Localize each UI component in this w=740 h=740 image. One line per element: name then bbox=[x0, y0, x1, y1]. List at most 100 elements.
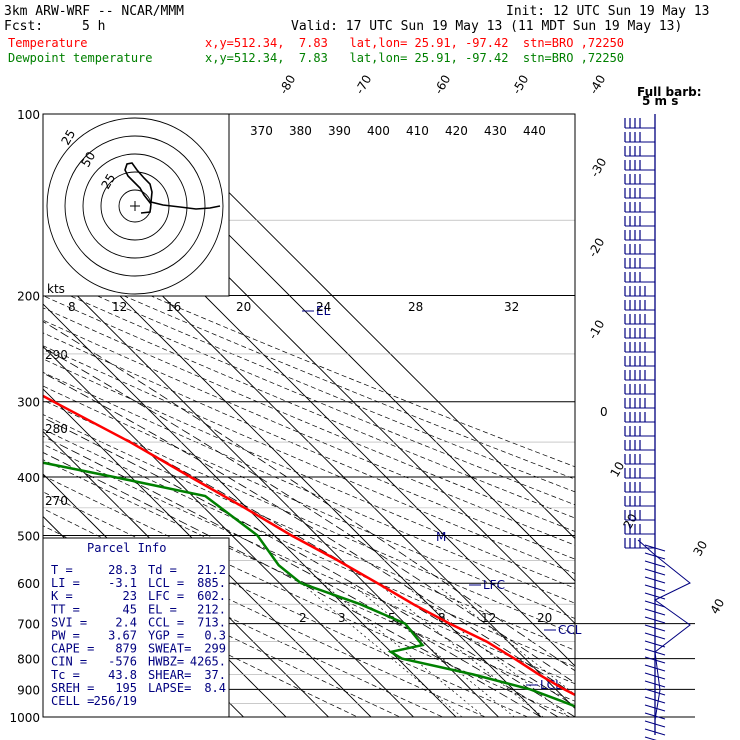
hodograph-units: kts bbox=[47, 282, 65, 296]
wind-barb bbox=[644, 696, 666, 704]
mixing-ratio-label: 3 bbox=[338, 611, 346, 625]
temperature-trace bbox=[43, 394, 575, 697]
parcel-param-label: LI = bbox=[51, 576, 80, 590]
parcel-param-value: 45 bbox=[123, 602, 137, 616]
wind-barb bbox=[644, 712, 666, 720]
wind-barb bbox=[644, 624, 666, 632]
level-marker-label: CCL bbox=[558, 623, 582, 637]
isotherm-label: 30 bbox=[690, 538, 710, 558]
isotherm-label: 40 bbox=[707, 596, 727, 616]
parcel-param-label: SVI = bbox=[51, 615, 87, 629]
speed-tick-label: 16 bbox=[166, 300, 181, 314]
parcel-param-label: HWBZ= bbox=[148, 655, 184, 669]
pressure-label: 1000 bbox=[9, 711, 40, 725]
parcel-param-label: Td = bbox=[148, 563, 177, 577]
theta-label: 400 bbox=[367, 124, 390, 138]
theta-label: 270 bbox=[45, 494, 68, 508]
dry-adiabat-line bbox=[43, 443, 575, 685]
parcel-param-value: 713. bbox=[197, 615, 226, 629]
theta-label: 370 bbox=[250, 124, 273, 138]
temperature-label: Temperature bbox=[8, 36, 88, 50]
parcel-param-label: SREH = bbox=[51, 681, 94, 695]
dry-adiabat-line bbox=[43, 542, 401, 717]
isotherm-line bbox=[43, 133, 575, 667]
pressure-label: 900 bbox=[17, 683, 40, 697]
header-model: 3km ARW-WRF -- NCAR/MMM bbox=[4, 4, 185, 19]
dewpoint-trace bbox=[43, 461, 575, 708]
wind-barb bbox=[644, 680, 666, 688]
dry-adiabat-line bbox=[43, 358, 575, 589]
speed-tick-label: 24 bbox=[316, 300, 331, 314]
hodograph-ring-label: 50 bbox=[78, 149, 98, 169]
isotherm-label: -10 bbox=[585, 318, 607, 342]
isotherm-label: -40 bbox=[586, 73, 608, 97]
theta-label: 280 bbox=[45, 422, 68, 436]
parcel-info-box bbox=[42, 537, 230, 718]
pressure-label: 100 bbox=[17, 108, 40, 122]
hodograph-ring bbox=[64, 135, 206, 277]
wind-barb bbox=[644, 704, 666, 712]
dry-adiabat-line bbox=[43, 260, 575, 480]
isotherm-line bbox=[0, 114, 1, 730]
speed-tick-label: 32 bbox=[504, 300, 519, 314]
hodograph-ring-label: 25 bbox=[58, 127, 78, 147]
mixing-ratio-line bbox=[322, 582, 486, 717]
theta-label: 410 bbox=[406, 124, 429, 138]
isotherm-label: -50 bbox=[509, 73, 531, 97]
parcel-param-value: 256/19 bbox=[94, 694, 137, 708]
barb-legend-title: Full barb: bbox=[637, 85, 702, 99]
wind-barb bbox=[637, 539, 691, 721]
pressure-label: 300 bbox=[17, 396, 40, 410]
parcel-param-label: Tc = bbox=[51, 668, 80, 682]
plot-frame bbox=[42, 113, 576, 718]
parcel-param-label: SWEAT= bbox=[148, 642, 191, 656]
wind-barb bbox=[644, 640, 666, 648]
wind-barb bbox=[644, 656, 666, 664]
dry-adiabat-line bbox=[43, 283, 575, 506]
isotherm-line bbox=[150, 114, 575, 540]
isotherm-line bbox=[107, 114, 575, 582]
isotherm-label: -60 bbox=[431, 73, 453, 97]
parcel-param-value: -3.1 bbox=[108, 576, 137, 590]
barb-legend-value: 5 m s bbox=[642, 94, 678, 108]
isotherm-line bbox=[43, 175, 575, 710]
parcel-param-value: 212. bbox=[197, 602, 226, 616]
mixing-ratio-line bbox=[377, 582, 544, 717]
theta-label: 420 bbox=[445, 124, 468, 138]
parcel-param-value: 8.4 bbox=[204, 681, 226, 695]
speed-tick-label: 8 bbox=[68, 300, 76, 314]
parcel-param-label: SHEAR= bbox=[148, 668, 191, 682]
speed-tick-label: 20 bbox=[236, 300, 251, 314]
isotherm-line bbox=[43, 260, 500, 717]
header-valid: Valid: 17 UTC Sun 19 May 13 (11 MDT Sun … bbox=[291, 19, 683, 34]
temperature-info: x,y=512.34, 7.83 lat,lon= 25.91, -97.42 … bbox=[205, 36, 625, 50]
header-init: Init: 12 UTC Sun 19 May 13 bbox=[506, 4, 710, 19]
mixing-ratio-label: 12 bbox=[481, 611, 496, 625]
dry-adiabat-line bbox=[43, 295, 575, 519]
isotherm-line bbox=[43, 345, 415, 717]
pressure-label: 600 bbox=[17, 577, 40, 591]
isotherm-label: 0 bbox=[600, 405, 608, 419]
wind-barb bbox=[644, 664, 666, 672]
speed-tick-label: 28 bbox=[408, 300, 423, 314]
parcel-param-label: EL = bbox=[148, 602, 177, 616]
wind-barb bbox=[644, 608, 666, 616]
wind-barb bbox=[644, 728, 666, 736]
parcel-info-title: Parcel Info bbox=[87, 541, 166, 555]
parcel-param-label: CELL = bbox=[51, 694, 94, 708]
dry-adiabat-line bbox=[43, 414, 575, 651]
wind-barb bbox=[644, 560, 666, 568]
parcel-param-label: YGP = bbox=[148, 629, 184, 643]
wind-barb bbox=[644, 600, 666, 608]
mixing-ratio-line bbox=[300, 582, 463, 717]
speed-tick-label: 12 bbox=[112, 300, 127, 314]
level-marker-label: LFC bbox=[483, 578, 505, 592]
parcel-param-label: CCL = bbox=[148, 615, 184, 629]
parcel-param-label: CAPE = bbox=[51, 642, 94, 656]
parcel-param-value: 37. bbox=[204, 668, 226, 682]
wind-barb bbox=[644, 736, 657, 740]
dewpoint-info: x,y=512.34, 7.83 lat,lon= 25.91, -97.42 … bbox=[205, 51, 625, 65]
pressure-label: 500 bbox=[17, 529, 40, 543]
theta-label: 430 bbox=[484, 124, 507, 138]
